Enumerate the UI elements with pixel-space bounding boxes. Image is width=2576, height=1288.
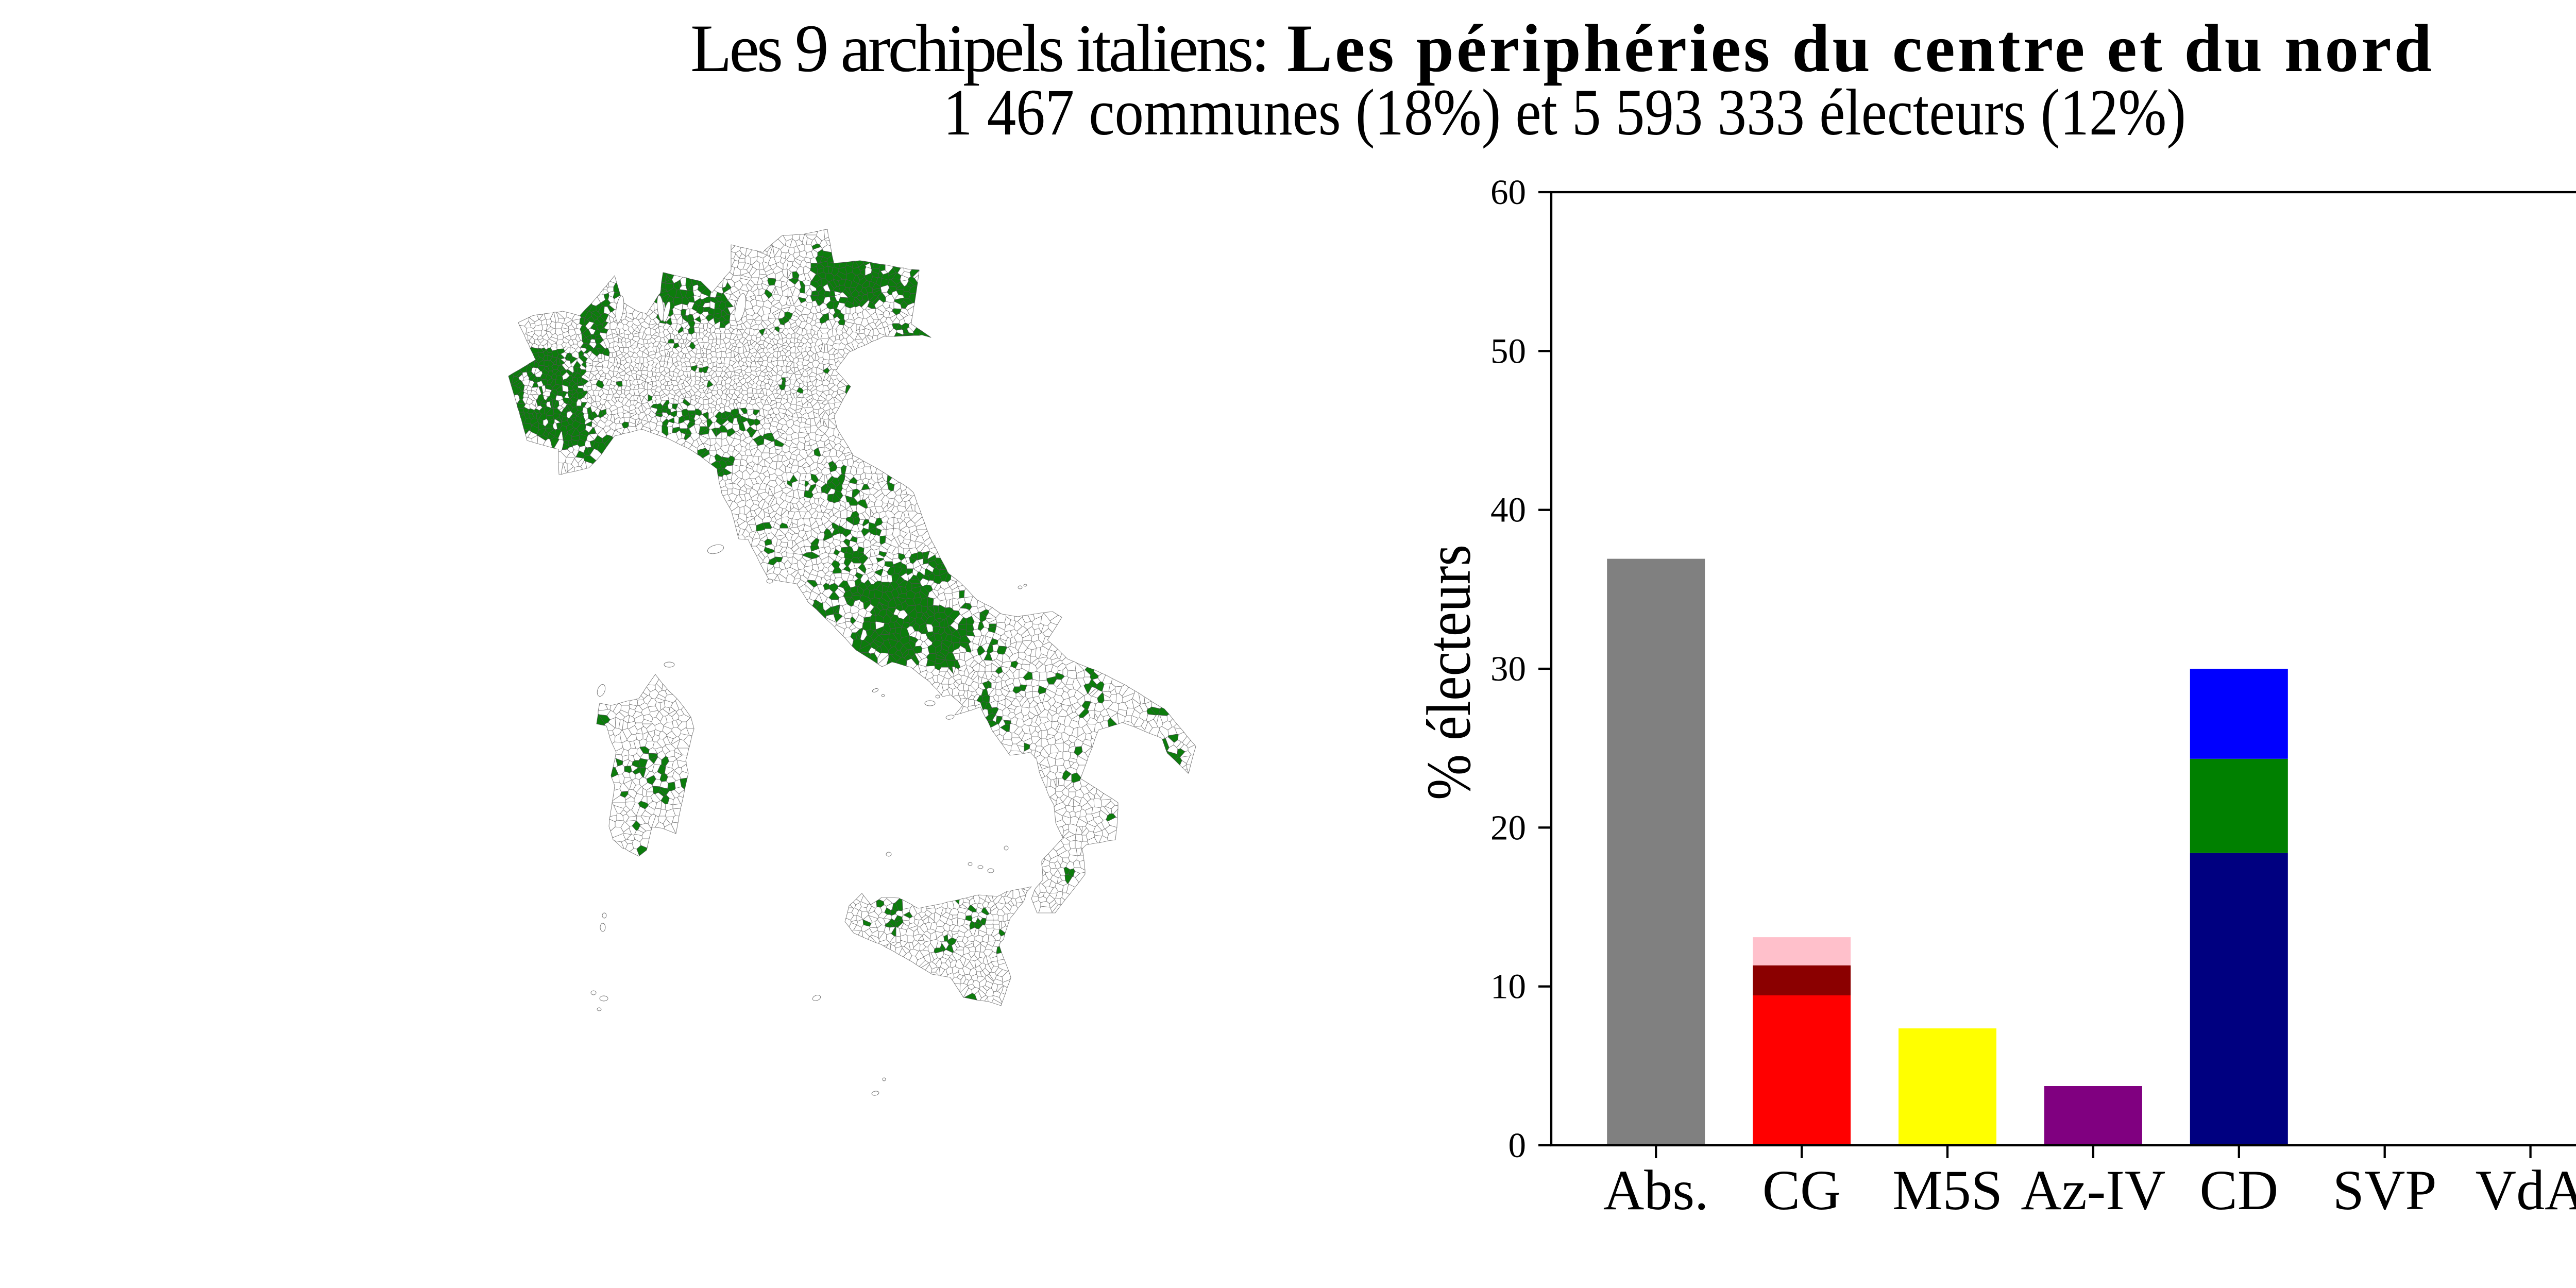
svg-text:10: 10 bbox=[1490, 967, 1526, 1006]
svg-text:Abs.: Abs. bbox=[1603, 1159, 1709, 1222]
svg-text:20: 20 bbox=[1490, 808, 1526, 847]
svg-text:VdA: VdA bbox=[2476, 1159, 2576, 1222]
svg-text:60: 60 bbox=[1490, 173, 1526, 212]
svg-text:50: 50 bbox=[1490, 331, 1526, 370]
svg-text:0: 0 bbox=[1509, 1126, 1527, 1165]
svg-text:30: 30 bbox=[1490, 649, 1526, 688]
svg-text:M5S: M5S bbox=[1892, 1159, 2003, 1222]
svg-text:40: 40 bbox=[1490, 490, 1526, 530]
svg-text:Les 9 archipels italiens:: Les 9 archipels italiens: bbox=[690, 10, 1270, 86]
svg-text:CD: CD bbox=[2199, 1159, 2278, 1222]
svg-text:SVP: SVP bbox=[2333, 1159, 2437, 1222]
svg-text:% électeurs: % électeurs bbox=[1414, 545, 1484, 800]
svg-text:1 467 communes (18%) et 5 593: 1 467 communes (18%) et 5 593 333 électe… bbox=[943, 76, 2186, 149]
svg-text:Az-IV: Az-IV bbox=[2021, 1159, 2165, 1222]
svg-text:Les périphéries du centre et d: Les périphéries du centre et du nord bbox=[1287, 10, 2432, 86]
svg-text:CG: CG bbox=[1762, 1159, 1841, 1222]
